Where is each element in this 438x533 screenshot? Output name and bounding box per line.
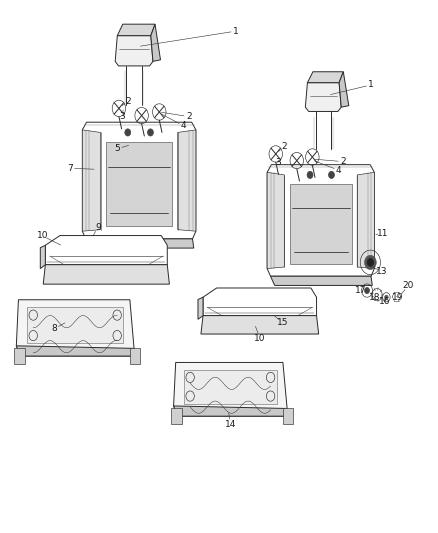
Text: 4: 4 — [181, 122, 187, 130]
Polygon shape — [40, 245, 46, 269]
Polygon shape — [86, 239, 194, 248]
Polygon shape — [201, 316, 319, 334]
Text: 17: 17 — [355, 286, 367, 295]
Text: 14: 14 — [225, 419, 237, 429]
Polygon shape — [184, 370, 277, 404]
Polygon shape — [16, 300, 134, 356]
Text: 4: 4 — [336, 166, 342, 175]
Circle shape — [364, 287, 370, 294]
Text: 1: 1 — [368, 80, 374, 90]
Text: 18: 18 — [369, 293, 380, 302]
Text: 15: 15 — [277, 318, 289, 327]
Text: 2: 2 — [186, 112, 191, 121]
Polygon shape — [339, 72, 349, 107]
Text: 3: 3 — [275, 158, 281, 167]
Polygon shape — [172, 408, 182, 424]
Polygon shape — [82, 122, 196, 239]
Circle shape — [385, 295, 388, 299]
Text: 2: 2 — [340, 157, 346, 166]
Circle shape — [125, 129, 131, 136]
Polygon shape — [117, 24, 155, 36]
Text: 13: 13 — [376, 267, 388, 276]
Polygon shape — [173, 362, 287, 416]
Text: 7: 7 — [67, 164, 73, 173]
Polygon shape — [305, 83, 341, 111]
Circle shape — [364, 255, 376, 270]
Text: 5: 5 — [114, 144, 120, 154]
Circle shape — [307, 171, 313, 179]
Polygon shape — [82, 130, 100, 231]
Polygon shape — [178, 130, 196, 231]
Polygon shape — [173, 406, 287, 416]
Polygon shape — [283, 408, 293, 424]
Text: 3: 3 — [120, 112, 125, 121]
Polygon shape — [198, 297, 203, 319]
Text: 20: 20 — [403, 281, 414, 290]
Polygon shape — [271, 276, 372, 286]
Polygon shape — [14, 349, 25, 364]
Circle shape — [328, 171, 335, 179]
Text: 2: 2 — [281, 142, 287, 151]
Polygon shape — [203, 288, 317, 316]
Polygon shape — [27, 308, 124, 343]
Text: 2: 2 — [126, 96, 131, 106]
Text: 19: 19 — [392, 293, 404, 302]
Polygon shape — [16, 346, 134, 356]
Polygon shape — [357, 172, 374, 269]
Polygon shape — [307, 72, 343, 83]
Text: 1: 1 — [233, 27, 239, 36]
Polygon shape — [43, 265, 170, 284]
Text: 8: 8 — [51, 325, 57, 334]
Polygon shape — [151, 24, 160, 61]
Polygon shape — [267, 165, 374, 276]
Text: 10: 10 — [254, 334, 265, 343]
Polygon shape — [290, 184, 352, 264]
Text: 10: 10 — [37, 231, 48, 240]
Polygon shape — [130, 349, 140, 364]
Circle shape — [148, 129, 153, 136]
Polygon shape — [106, 142, 172, 226]
Text: 11: 11 — [377, 229, 389, 238]
Text: 16: 16 — [378, 297, 390, 306]
Text: 9: 9 — [95, 223, 101, 232]
Polygon shape — [115, 36, 153, 66]
Circle shape — [367, 259, 374, 266]
Polygon shape — [267, 172, 284, 269]
Polygon shape — [46, 236, 167, 265]
